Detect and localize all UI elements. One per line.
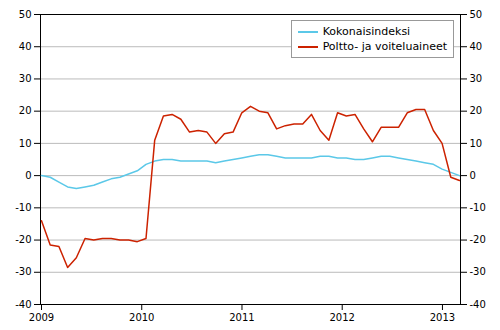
html-text:Poltto- ja voiteluaineet: Poltto- ja voiteluaineet — [322, 40, 447, 53]
svg-text:2010: 2010 — [129, 312, 154, 323]
svg-text:0: 0 — [25, 170, 31, 181]
svg-text:2011: 2011 — [229, 312, 254, 323]
html-text:Kokonaisindeksi: Kokonaisindeksi — [322, 25, 411, 38]
svg-text:50: 50 — [470, 9, 483, 20]
svg-text:0: 0 — [470, 170, 476, 181]
svg-text:30: 30 — [470, 73, 483, 84]
svg-text:-30: -30 — [15, 266, 31, 277]
svg-text:-10: -10 — [470, 202, 486, 213]
svg-text:30: 30 — [19, 73, 32, 84]
svg-text:-20: -20 — [470, 234, 486, 245]
svg-text:20: 20 — [19, 105, 32, 116]
svg-text:20: 20 — [470, 105, 483, 116]
svg-text:2013: 2013 — [430, 312, 455, 323]
svg-text:-40: -40 — [15, 299, 31, 310]
svg-text:40: 40 — [470, 41, 483, 52]
svg-text:50: 50 — [19, 9, 32, 20]
svg-text:-10: -10 — [15, 202, 31, 213]
svg-text:10: 10 — [470, 138, 483, 149]
svg-text:2009: 2009 — [29, 312, 54, 323]
svg-text:40: 40 — [19, 41, 32, 52]
svg-text:-30: -30 — [470, 266, 486, 277]
svg-text:10: 10 — [19, 138, 32, 149]
svg-text:-40: -40 — [470, 299, 486, 310]
svg-text:2012: 2012 — [329, 312, 354, 323]
svg-text:-20: -20 — [15, 234, 31, 245]
